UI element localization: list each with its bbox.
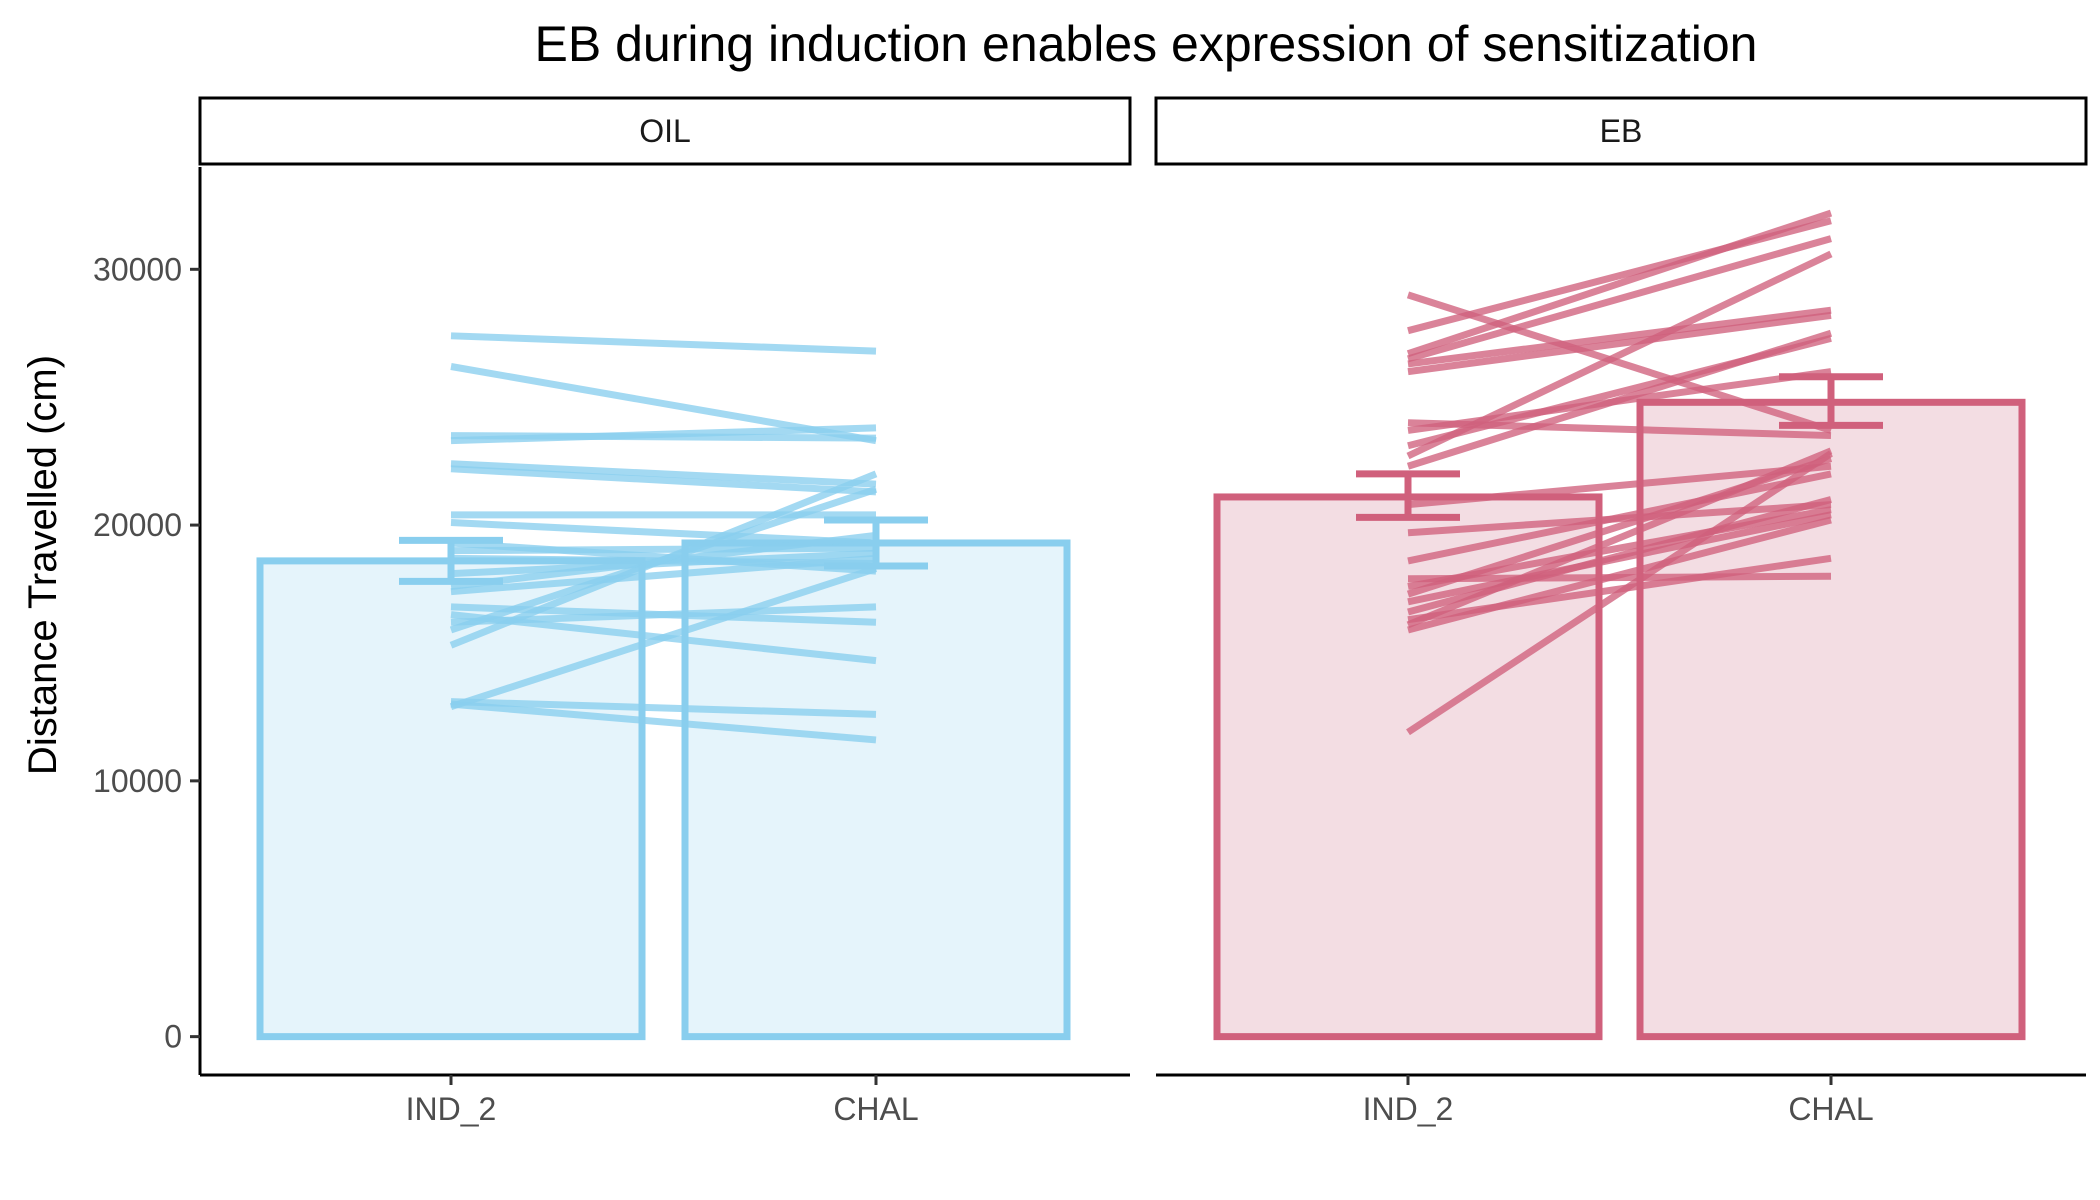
subject-line: [1406, 329, 1833, 470]
subject-line: [1407, 306, 1832, 368]
subject-line: [1406, 447, 1833, 629]
x-tick-label: IND_2: [406, 1091, 497, 1127]
panel-strip-label: EB: [1600, 113, 1643, 149]
error-bar: [399, 536, 503, 585]
panel-strip: [198, 96, 1132, 166]
subject-line: [1407, 311, 1832, 376]
subject-line: [1406, 450, 1833, 736]
subject-line: [449, 470, 878, 649]
subject-line: [1407, 462, 1832, 509]
subject-line: [450, 460, 877, 488]
panel-strip-label: OIL: [639, 113, 691, 149]
subject-line: [450, 465, 877, 496]
y-tick-label: 0: [164, 1019, 182, 1055]
subject-line: [449, 565, 878, 711]
x-tick-label: IND_2: [1363, 1091, 1454, 1127]
chart-title: EB during induction enables expression o…: [535, 16, 1758, 72]
y-tick-label: 20000: [93, 507, 182, 543]
subject-line: [1407, 470, 1832, 565]
bar-chal: [1636, 398, 2026, 1041]
subject-line: [1406, 291, 1833, 434]
y-axis: 0 10000 20000 30000: [93, 167, 202, 1075]
subject-line: [450, 544, 877, 555]
bar-ind-2: [1213, 493, 1603, 1041]
subject-line: [1406, 250, 1833, 460]
y-axis-title: Distance Travelled (cm): [21, 355, 65, 775]
subject-line: [1407, 516, 1832, 634]
subject-line: [450, 554, 877, 596]
panel-eb: EB IND_2 CHAL: [1154, 96, 2088, 1127]
subject-line: [450, 432, 877, 442]
panel-oil: OIL IND_2 CHAL: [198, 96, 1132, 1127]
panels-layer: OIL IND_2 CHAL EB IND_2 CHAL: [198, 96, 2088, 1127]
error-bar: [824, 516, 928, 570]
subject-line: [1407, 235, 1832, 363]
subject-line: [450, 519, 877, 547]
error-bar: [1779, 373, 1883, 429]
x-tick-label: CHAL: [833, 1091, 918, 1127]
bar-ind-2: [256, 557, 646, 1041]
y-tick-label: 30000: [93, 251, 182, 287]
x-tick-label: CHAL: [1788, 1091, 1873, 1127]
error-bar: [1356, 470, 1460, 521]
y-tick-label: 10000: [93, 763, 182, 799]
subject-line: [1406, 209, 1833, 358]
subject-line: [450, 698, 877, 718]
subject-line: [450, 332, 877, 355]
panel-strip: [1154, 96, 2088, 166]
subject-line: [450, 700, 877, 744]
